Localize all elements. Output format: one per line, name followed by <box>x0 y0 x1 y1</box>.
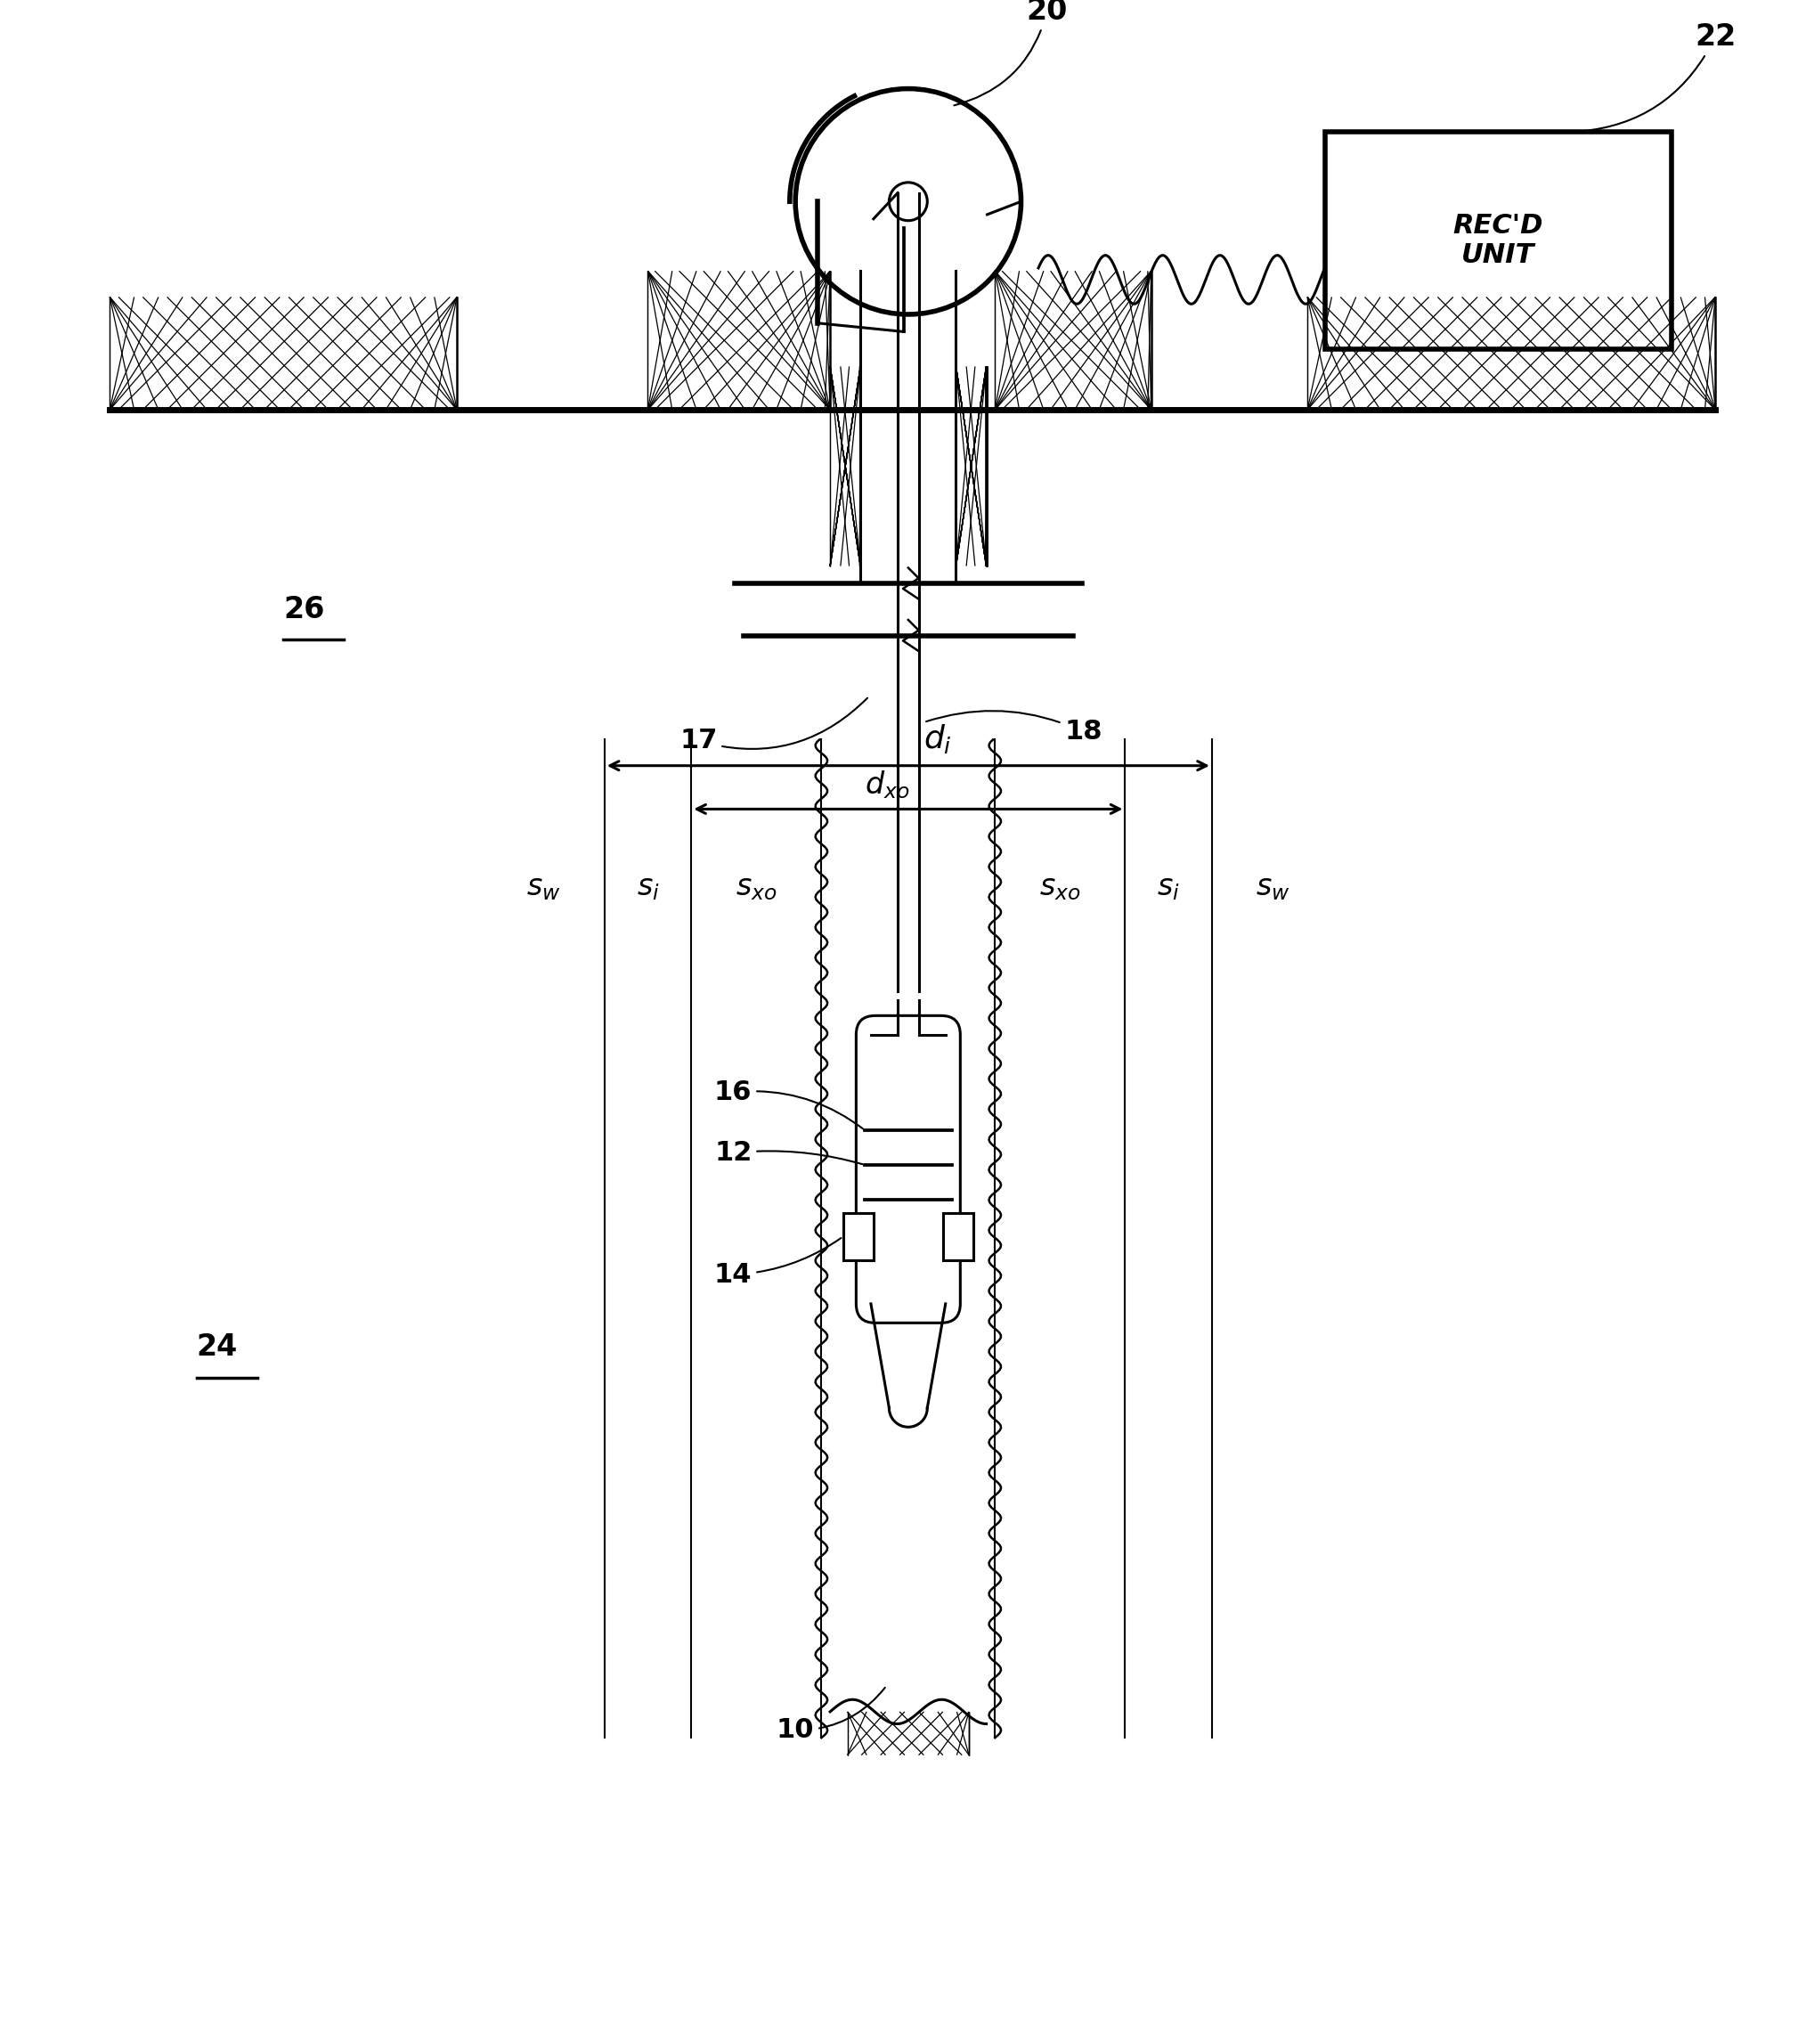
Text: $d_{xo}$: $d_{xo}$ <box>865 769 910 801</box>
Text: $s_i$: $s_i$ <box>636 873 659 901</box>
Text: $s_i$: $s_i$ <box>1158 873 1179 901</box>
Text: $s_{xo}$: $s_{xo}$ <box>735 873 777 901</box>
Text: $d_i$: $d_i$ <box>925 722 952 754</box>
Text: 12: 12 <box>713 1141 863 1165</box>
Bar <box>943 1212 973 1261</box>
Text: 20: 20 <box>954 0 1067 106</box>
Text: 26: 26 <box>284 595 325 623</box>
Text: $s_{xo}$: $s_{xo}$ <box>1040 873 1080 901</box>
Bar <box>1326 133 1672 350</box>
Text: 16: 16 <box>713 1079 863 1128</box>
Text: $s_w$: $s_w$ <box>1255 873 1289 901</box>
Text: 18: 18 <box>926 711 1102 744</box>
Text: 24: 24 <box>197 1333 238 1361</box>
Text: $s_w$: $s_w$ <box>527 873 562 901</box>
Text: REC'D
UNIT: REC'D UNIT <box>1454 213 1544 268</box>
Text: 10: 10 <box>777 1688 885 1744</box>
FancyBboxPatch shape <box>856 1016 961 1322</box>
Text: 14: 14 <box>713 1239 842 1288</box>
Text: 17: 17 <box>679 697 867 754</box>
Text: 22: 22 <box>1569 22 1736 133</box>
Bar <box>843 1212 874 1261</box>
